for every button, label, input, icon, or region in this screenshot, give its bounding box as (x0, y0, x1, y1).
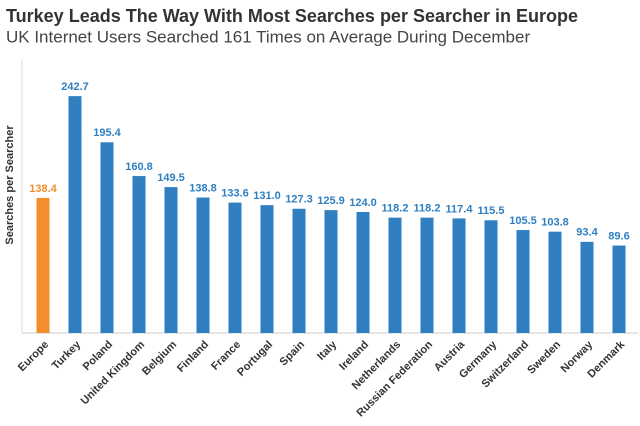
bar (164, 187, 178, 333)
value-label: 131.0 (253, 190, 281, 202)
x-tick-label: Belgium (140, 339, 179, 378)
bar (68, 96, 82, 333)
bar (324, 210, 338, 333)
bar (132, 176, 146, 333)
value-label: 125.9 (317, 195, 345, 207)
value-label: 138.4 (29, 183, 57, 195)
bar (548, 231, 562, 333)
value-label: 89.6 (608, 230, 629, 242)
x-tick-label: Sweden (525, 339, 563, 377)
bar (452, 218, 466, 333)
bar (36, 197, 50, 333)
bar (356, 211, 370, 333)
x-tick-label: Europe (16, 339, 51, 374)
bar (100, 142, 114, 333)
bar (420, 217, 434, 333)
bar (580, 241, 594, 333)
x-tick-label: Turkey (50, 338, 84, 372)
value-label: 138.8 (189, 182, 217, 194)
x-tick-label: Italy (315, 338, 340, 363)
chart-title: Turkey Leads The Way With Most Searches … (6, 6, 578, 26)
x-tick-label: Portugal (235, 339, 275, 379)
bar (388, 217, 402, 333)
value-label: 124.0 (349, 197, 377, 209)
bar (516, 230, 530, 333)
value-label: 149.5 (157, 172, 185, 184)
value-label: 160.8 (125, 161, 153, 173)
value-label: 133.6 (221, 188, 249, 200)
bar (612, 245, 626, 333)
value-label: 118.2 (382, 203, 409, 215)
bar (196, 197, 210, 333)
bar (228, 202, 242, 333)
bar (292, 208, 306, 333)
x-tick-label: Finland (175, 339, 211, 375)
value-label: 242.7 (61, 81, 89, 93)
value-label: 195.4 (93, 127, 121, 139)
chart-subtitle: UK Internet Users Searched 161 Times on … (6, 27, 530, 46)
x-tick-label: Spain (278, 338, 308, 368)
value-label: 127.3 (285, 194, 313, 206)
bar (260, 205, 274, 333)
value-label: 105.5 (509, 215, 537, 227)
value-label: 103.8 (541, 217, 569, 229)
value-label: 117.4 (446, 203, 474, 215)
bar (484, 220, 498, 333)
value-label: 115.5 (478, 205, 505, 217)
y-axis-label: Searches per Searcher (4, 125, 16, 245)
value-label: 93.4 (576, 227, 598, 239)
value-label: 118.2 (414, 203, 441, 215)
